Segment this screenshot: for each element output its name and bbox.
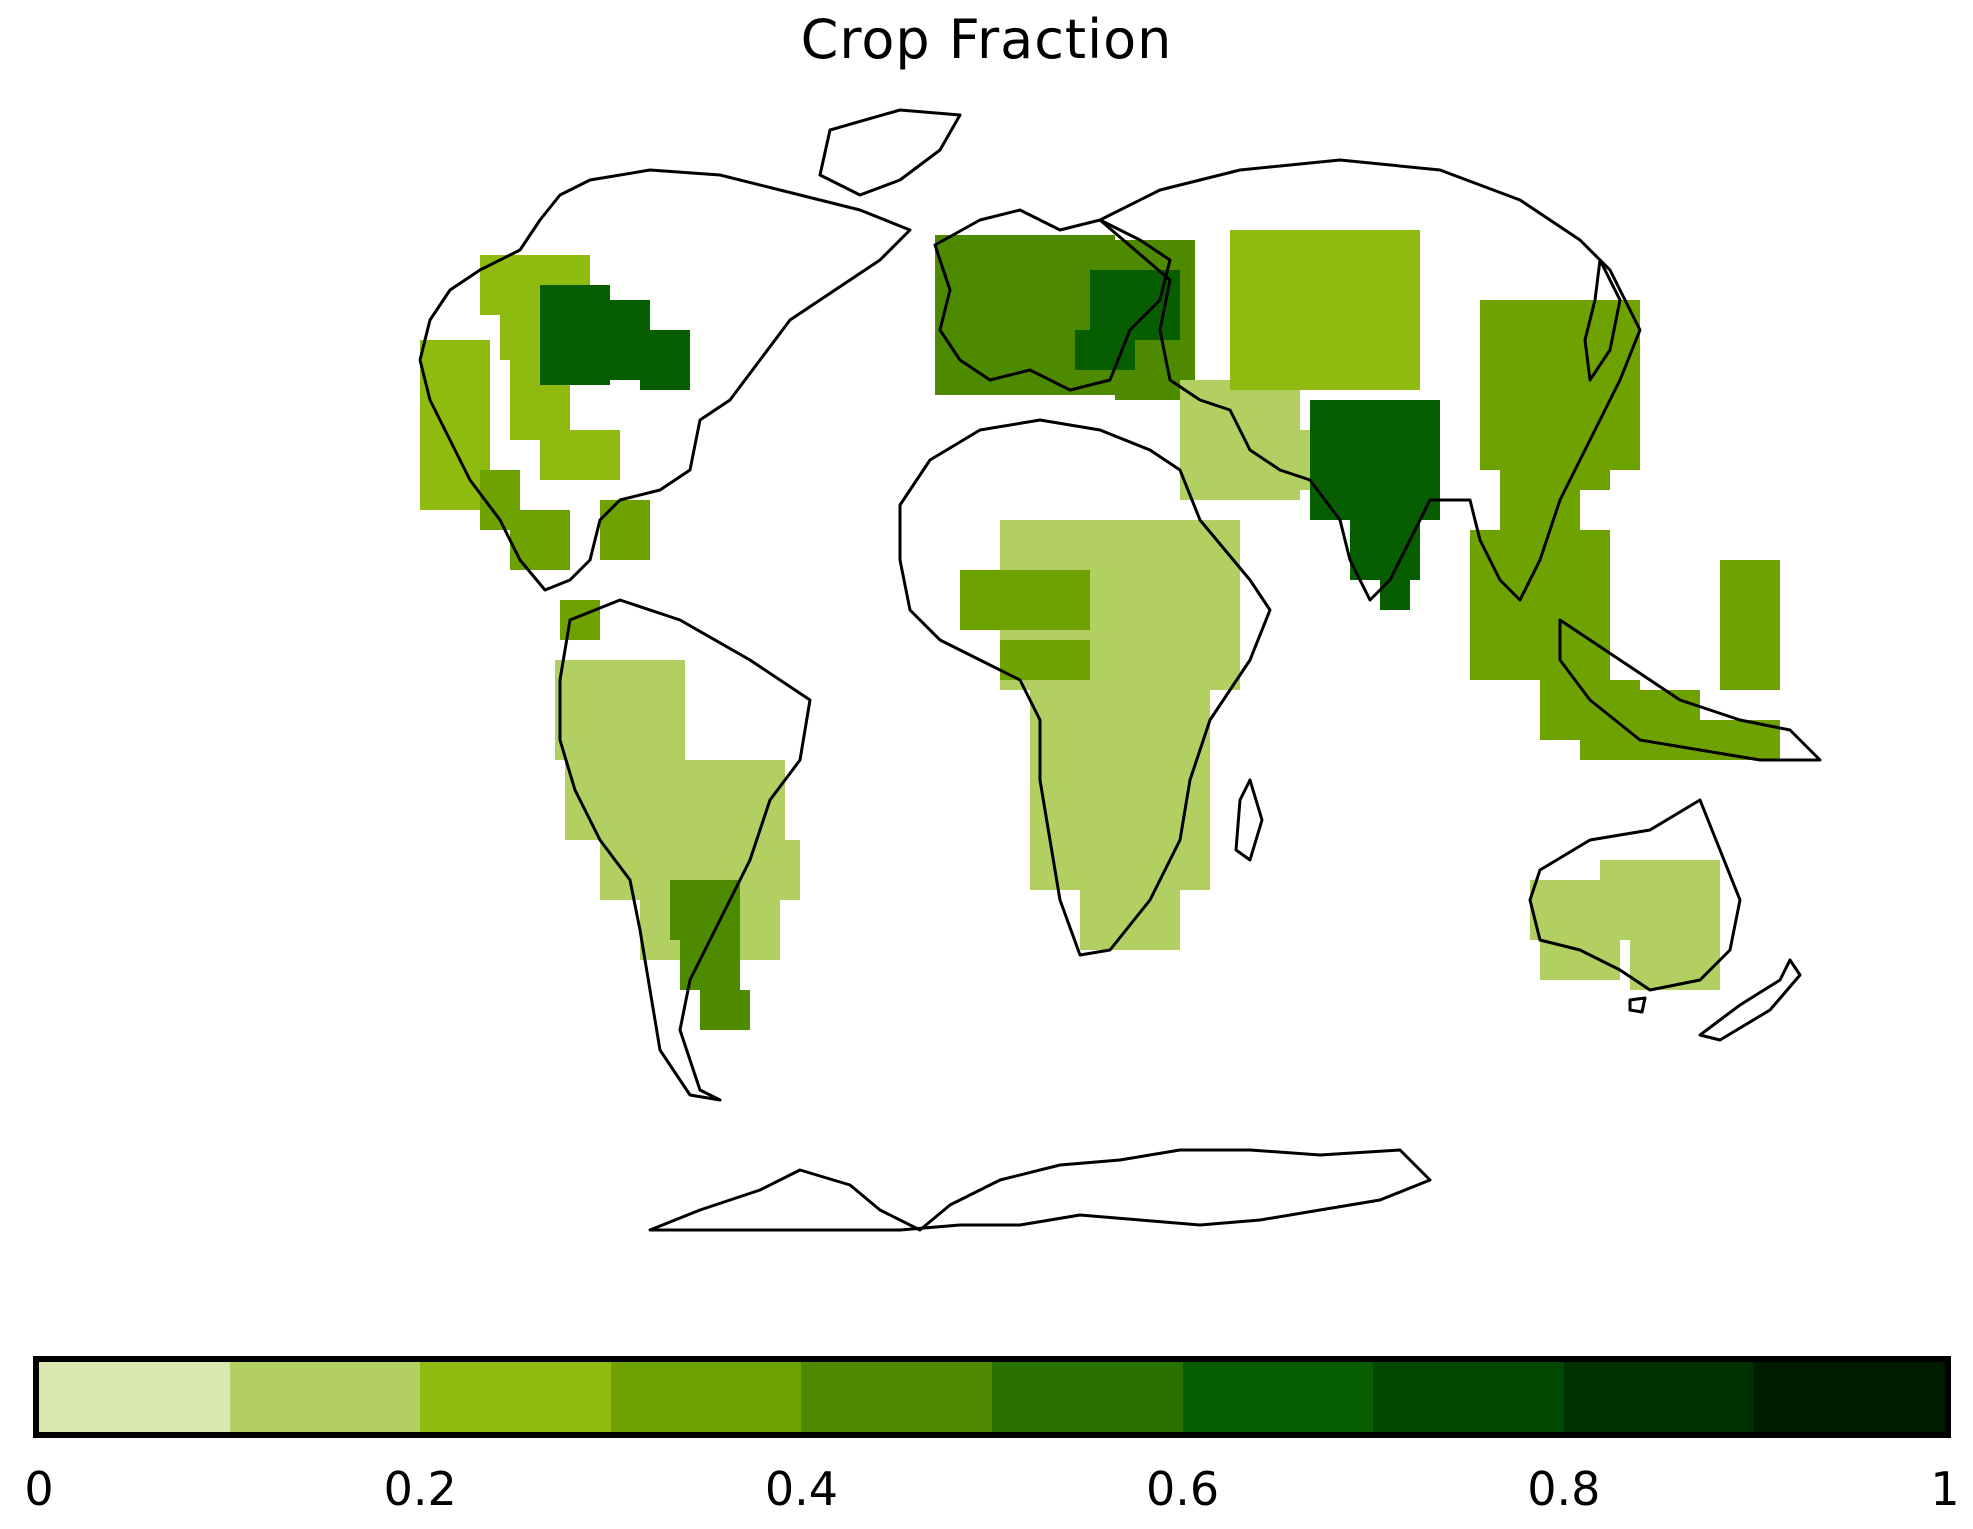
crop-cell [1030, 690, 1210, 890]
crop-cell [555, 660, 685, 760]
crop-cell [640, 330, 690, 390]
crop-cell [1350, 520, 1420, 580]
crop-fraction-cells [420, 230, 1780, 1030]
coastline-australia [1528, 798, 1742, 992]
crop-cell [1075, 330, 1135, 370]
world-crop-map [418, 108, 1822, 1232]
colorbar-tick-label: 0.6 [1146, 1462, 1220, 1516]
colorbar [33, 1356, 1951, 1438]
crop-cell [1470, 530, 1610, 680]
crop-cell [1000, 640, 1090, 680]
map-title: Crop Fraction [800, 8, 1173, 71]
colorbar-tick-label: 0.4 [764, 1462, 838, 1516]
coastline-greenland [818, 108, 962, 197]
colorbar-segment-0 [39, 1362, 230, 1432]
colorbar-segment-3 [610, 1362, 802, 1432]
coastlines [418, 108, 1822, 1232]
crop-cell [540, 430, 620, 480]
coastline-indonesia [1558, 618, 1822, 762]
colorbar-tick-label: 0.8 [1527, 1462, 1601, 1516]
coastline-south-america [558, 598, 812, 1102]
crop-cell [1630, 940, 1720, 990]
colorbar-segment-8 [1563, 1362, 1755, 1432]
coastline-japan [1583, 258, 1622, 382]
crop-cell [960, 570, 1090, 630]
crop-cell [1540, 940, 1620, 980]
crop-cell [1230, 230, 1420, 390]
coastline-north-america [418, 168, 912, 592]
colorbar-segment-6 [1182, 1362, 1374, 1432]
colorbar-segment-4 [801, 1362, 992, 1432]
crop-cell [1720, 560, 1780, 690]
crop-cell [580, 300, 650, 380]
coastline-asia [1098, 158, 1642, 602]
colorbar-segment-2 [420, 1362, 611, 1432]
crop-cell [600, 500, 650, 560]
coastline-africa [898, 418, 1272, 957]
colorbar-segment-9 [1754, 1362, 1945, 1432]
crop-cell [565, 760, 785, 840]
colorbar-segment-5 [991, 1362, 1183, 1432]
crop-cell [700, 990, 750, 1030]
crop-cell [1600, 860, 1720, 940]
crop-cell [1310, 400, 1440, 520]
coastline-antarctica [648, 1148, 1432, 1232]
crop-cell [560, 600, 600, 640]
coastline-tasmania [1628, 996, 1647, 1014]
crop-cell [1080, 890, 1180, 950]
colorbar-segment-1 [229, 1362, 421, 1432]
coastline-europe [933, 208, 1172, 392]
crop-cell [420, 340, 490, 510]
coastline-new-zealand [1698, 958, 1802, 1042]
colorbar-segment-7 [1373, 1362, 1564, 1432]
colorbar-tick-label: 1 [1930, 1462, 1960, 1516]
crop-cell [1540, 440, 1610, 490]
crop-cell [670, 880, 740, 940]
colorbar-tick-label: 0.2 [383, 1462, 457, 1516]
colorbar-tick-label: 0 [24, 1462, 54, 1516]
coastline-madagascar [1234, 778, 1264, 862]
